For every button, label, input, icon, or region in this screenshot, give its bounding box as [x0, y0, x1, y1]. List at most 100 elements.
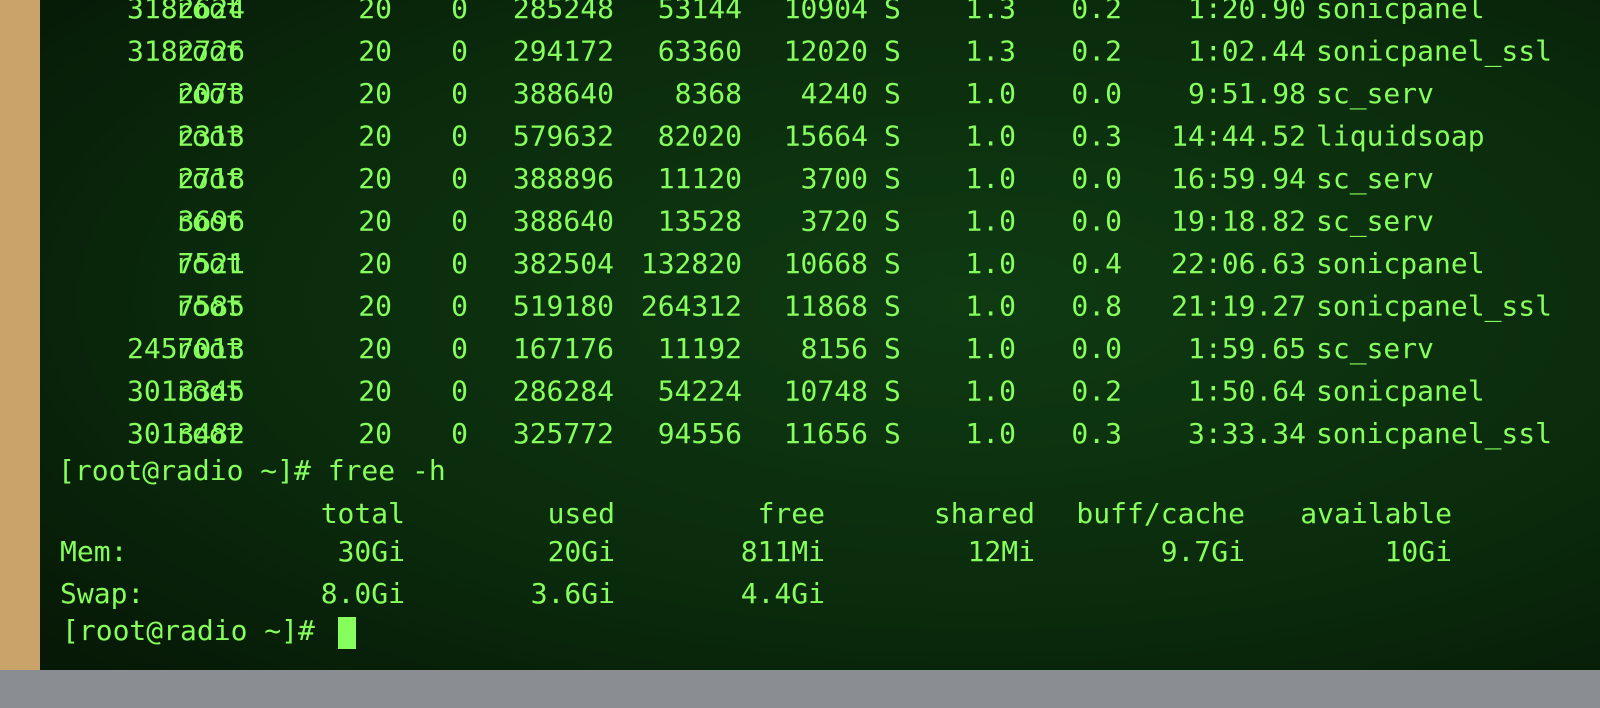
- process-nice: 0: [451, 247, 468, 280]
- process-command: liquidsoap: [1316, 120, 1485, 153]
- process-priority: 20: [358, 417, 392, 450]
- process-shr: 10748: [784, 375, 868, 408]
- process-time: 16:59.94: [1171, 162, 1306, 195]
- process-command: sonicpanel: [1316, 375, 1485, 408]
- process-res: 132820: [641, 247, 742, 280]
- process-virt: 285248: [513, 0, 614, 25]
- free-header: used: [548, 497, 615, 530]
- free-header: buff/cache: [1076, 497, 1245, 530]
- process-res: 264312: [641, 290, 742, 323]
- process-cpu: 1.0: [965, 417, 1016, 450]
- process-user: root: [175, 290, 242, 323]
- command-line: [root@radio ~]# free -h: [58, 454, 446, 487]
- process-virt: 579632: [513, 120, 614, 153]
- free-value: 3.6Gi: [531, 577, 615, 610]
- process-mem: 0.0: [1071, 205, 1122, 238]
- process-time: 19:18.82: [1171, 205, 1306, 238]
- process-virt: 325772: [513, 417, 614, 450]
- process-virt: 388640: [513, 205, 614, 238]
- process-cpu: 1.3: [965, 35, 1016, 68]
- terminal-screen: [40, 0, 1600, 670]
- process-priority: 20: [358, 290, 392, 323]
- free-row-label: Swap:: [60, 577, 144, 610]
- process-mem: 0.3: [1071, 120, 1122, 153]
- free-value: 4.4Gi: [741, 577, 825, 610]
- process-state: S: [884, 375, 901, 408]
- bottom-edge: [0, 670, 1600, 708]
- free-value: 811Mi: [741, 535, 825, 568]
- process-command: sc_serv: [1316, 162, 1434, 196]
- process-command: sc_serv: [1316, 205, 1434, 239]
- process-virt: 286284: [513, 375, 614, 408]
- process-cpu: 1.0: [965, 162, 1016, 195]
- process-priority: 20: [358, 375, 392, 408]
- process-priority: 20: [358, 205, 392, 238]
- process-cpu: 1.0: [965, 205, 1016, 238]
- process-state: S: [884, 162, 901, 195]
- process-res: 53144: [658, 0, 742, 25]
- process-user: root: [175, 162, 242, 195]
- process-virt: 388896: [513, 162, 614, 195]
- process-priority: 20: [358, 247, 392, 280]
- free-header: free: [758, 497, 825, 530]
- process-shr: 3720: [801, 205, 868, 238]
- process-nice: 0: [451, 0, 468, 25]
- process-pid: 3182624: [127, 0, 245, 25]
- free-value: 20Gi: [548, 535, 615, 568]
- process-state: S: [884, 35, 901, 68]
- process-shr: 12020: [784, 35, 868, 68]
- process-res: 8368: [675, 77, 742, 110]
- process-time: 9:51.98: [1188, 77, 1306, 110]
- process-virt: 519180: [513, 290, 614, 323]
- process-state: S: [884, 205, 901, 238]
- process-time: 3:33.34: [1188, 417, 1306, 450]
- process-pid: 3182726: [127, 35, 245, 68]
- free-value: 30Gi: [338, 535, 405, 568]
- process-res: 94556: [658, 417, 742, 450]
- process-pid: 3013345: [127, 375, 245, 408]
- process-nice: 0: [451, 162, 468, 195]
- process-time: 14:44.52: [1171, 120, 1306, 153]
- process-nice: 0: [451, 205, 468, 238]
- process-res: 54224: [658, 375, 742, 408]
- free-value: 8.0Gi: [321, 577, 405, 610]
- process-shr: 11656: [784, 417, 868, 450]
- free-value: 10Gi: [1385, 535, 1452, 568]
- process-pid: 2718: [178, 162, 245, 195]
- process-cpu: 1.0: [965, 77, 1016, 110]
- process-res: 82020: [658, 120, 742, 153]
- process-nice: 0: [451, 35, 468, 68]
- process-nice: 0: [451, 375, 468, 408]
- process-command: sonicpanel_ssl: [1316, 290, 1552, 324]
- process-mem: 0.8: [1071, 290, 1122, 323]
- process-user: root: [175, 417, 242, 450]
- process-priority: 20: [358, 332, 392, 365]
- process-command: sonicpanel_ssl: [1316, 417, 1552, 451]
- process-mem: 0.4: [1071, 247, 1122, 280]
- free-row-label: Mem:: [60, 535, 127, 568]
- process-state: S: [884, 417, 901, 450]
- process-state: S: [884, 332, 901, 365]
- process-shr: 10904: [784, 0, 868, 25]
- process-time: 22:06.63: [1171, 247, 1306, 280]
- process-virt: 167176: [513, 332, 614, 365]
- free-header: available: [1300, 497, 1452, 530]
- process-res: 63360: [658, 35, 742, 68]
- process-command: sonicpanel_ssl: [1316, 35, 1552, 69]
- process-pid: 2313: [178, 120, 245, 153]
- process-cpu: 1.0: [965, 120, 1016, 153]
- process-state: S: [884, 77, 901, 110]
- process-mem: 0.0: [1071, 332, 1122, 365]
- process-user: root: [175, 332, 242, 365]
- free-header: total: [321, 497, 405, 530]
- process-nice: 0: [451, 120, 468, 153]
- process-shr: 8156: [801, 332, 868, 365]
- process-cpu: 1.0: [965, 332, 1016, 365]
- process-cpu: 1.0: [965, 290, 1016, 323]
- process-mem: 0.2: [1071, 375, 1122, 408]
- process-mem: 0.2: [1071, 35, 1122, 68]
- process-time: 1:59.65: [1188, 332, 1306, 365]
- process-user: root: [175, 35, 242, 68]
